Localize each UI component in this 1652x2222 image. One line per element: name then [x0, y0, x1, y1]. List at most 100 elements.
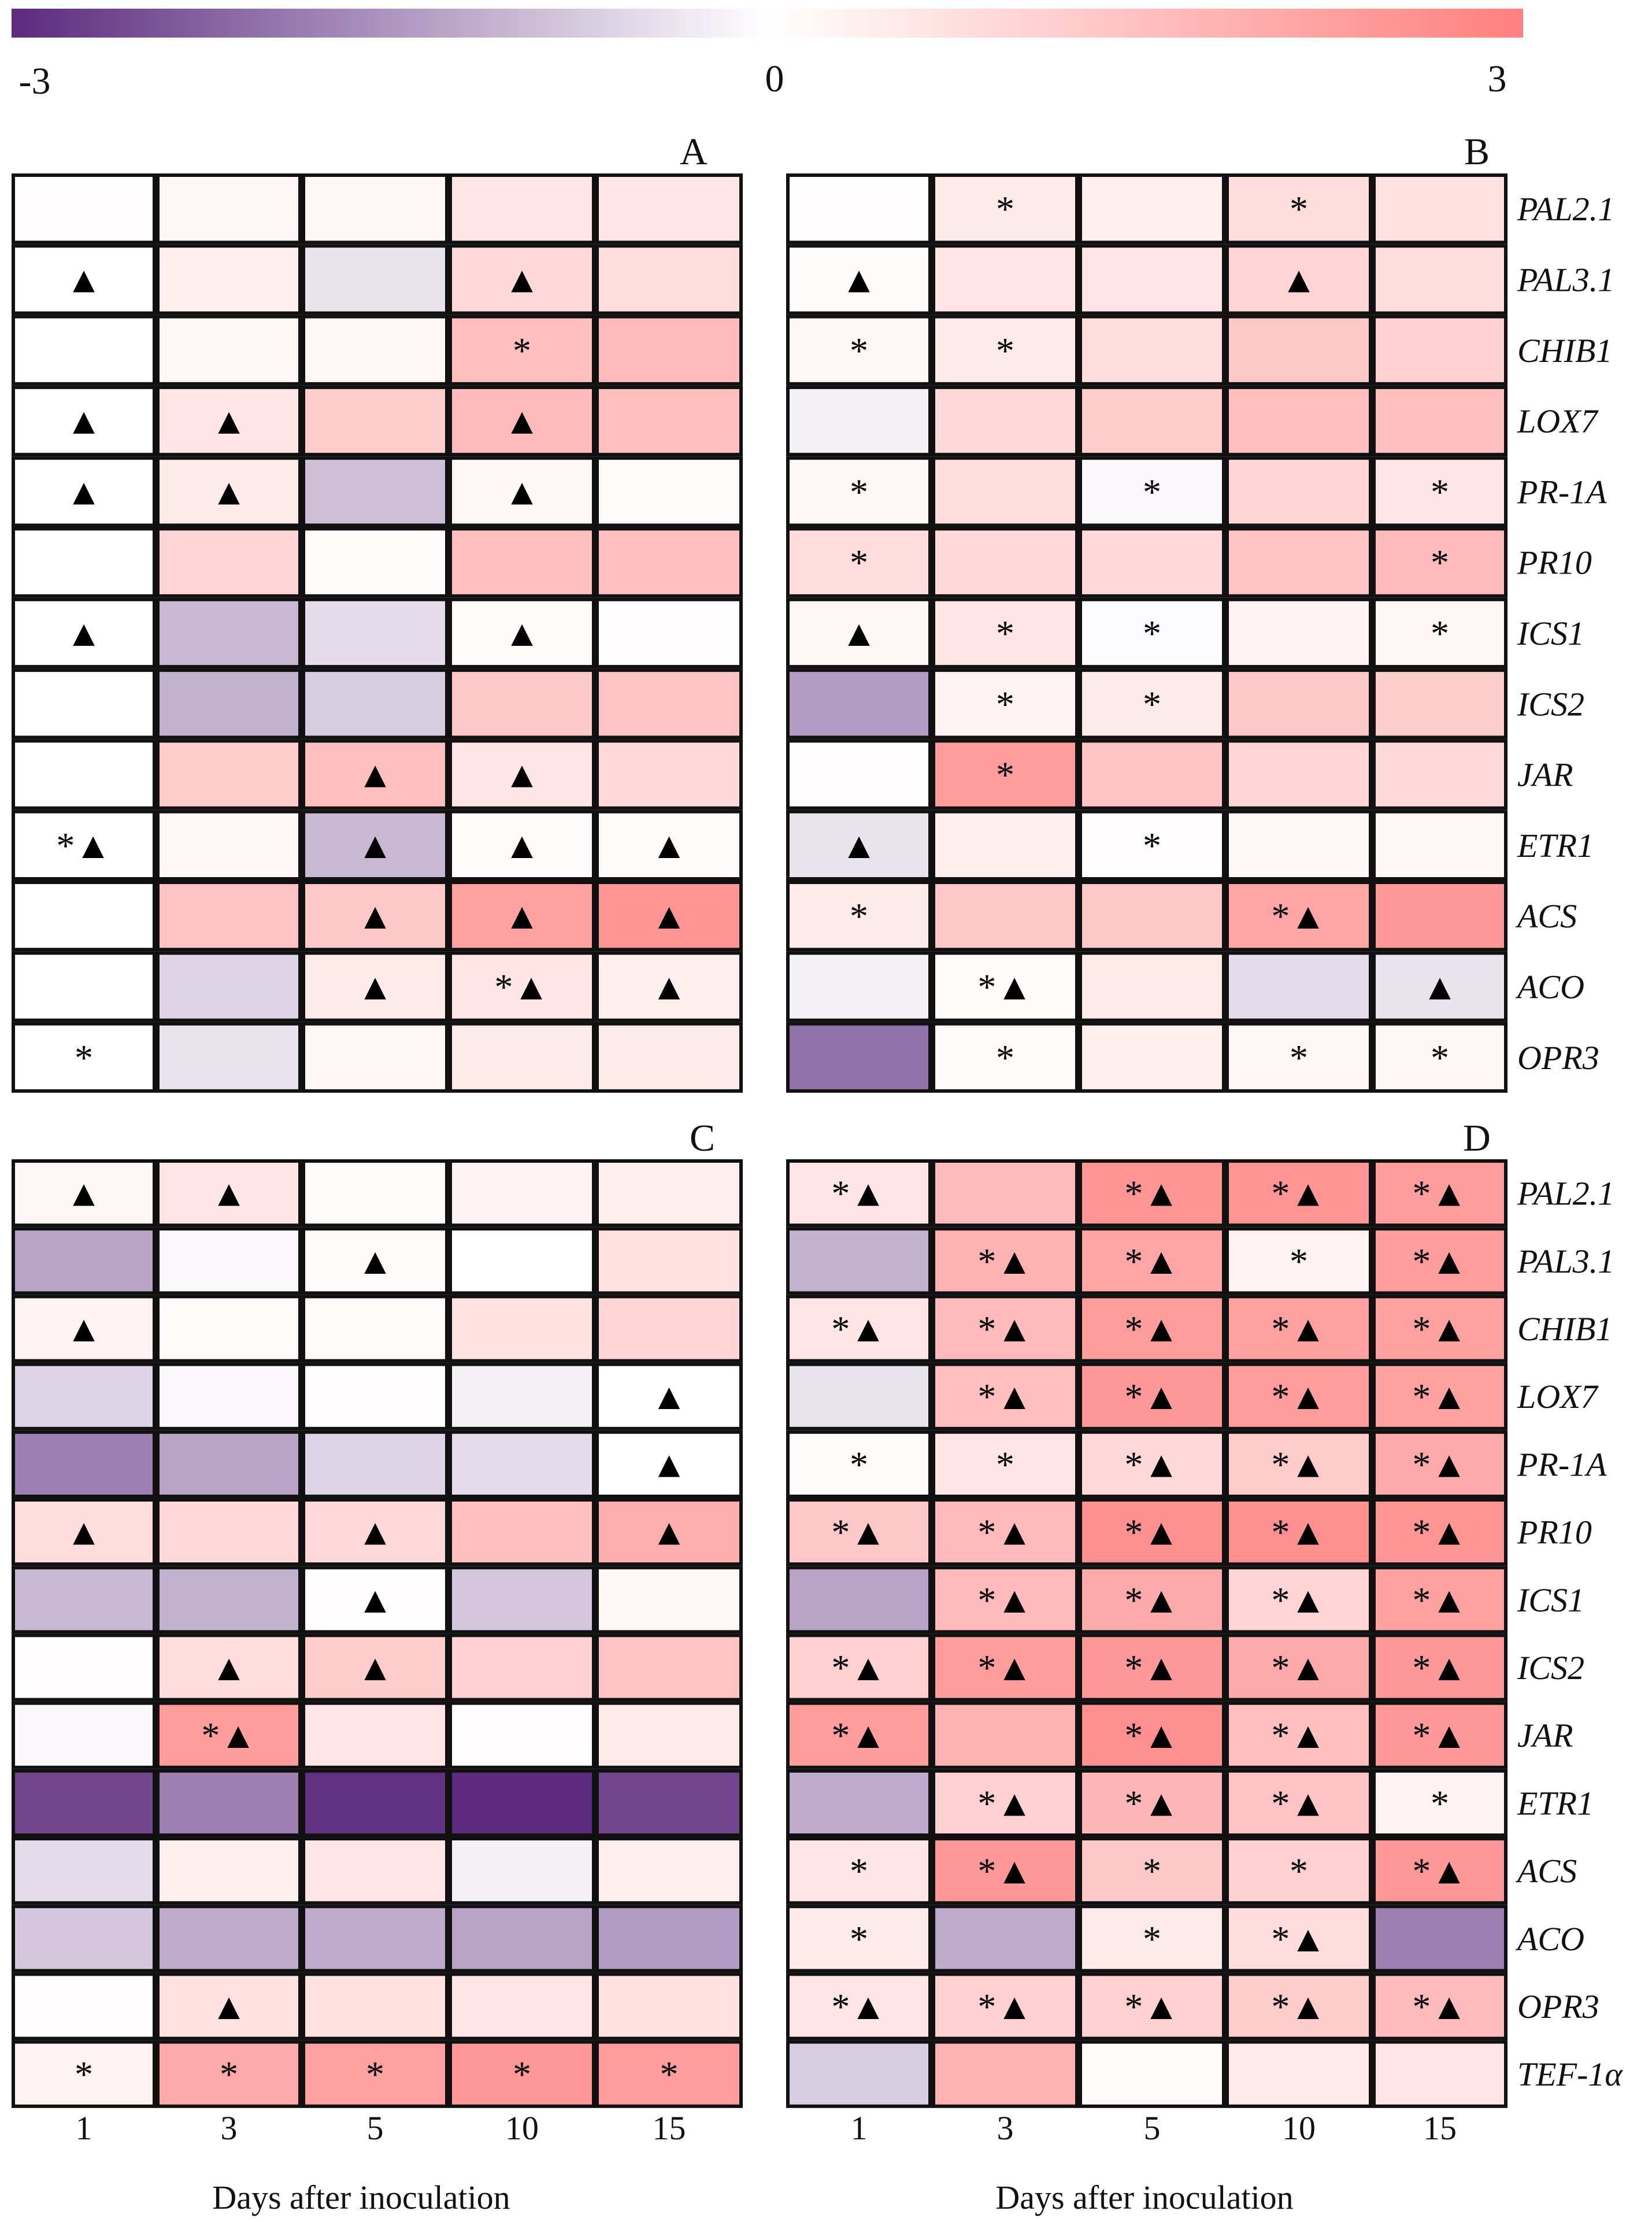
significance-mark: *▲: [977, 1986, 1032, 2027]
heatmap-cell: [932, 1837, 1079, 1905]
significance-mark: *▲: [494, 966, 549, 1007]
heatmap-cell: [1079, 1227, 1225, 1295]
heatmap-cell: [1079, 809, 1225, 881]
heatmap-cell: [1079, 2040, 1225, 2108]
heatmap-cell: [786, 527, 932, 598]
heatmap-cell: [12, 1566, 156, 1634]
significance-mark: *▲: [977, 1308, 1032, 1350]
heatmap-cell: [12, 385, 156, 457]
heatmap-cell: [595, 527, 743, 598]
heatmap-cell: [1225, 1159, 1372, 1228]
significance-mark: *: [996, 1037, 1014, 1078]
significance-mark: *: [1143, 1851, 1161, 1892]
heatmap-cell: [595, 1022, 743, 1093]
heatmap-cell: [449, 2040, 595, 2108]
heatmap-cell: [1225, 1022, 1372, 1093]
heatmap-cell: [302, 1362, 449, 1430]
significance-mark: *: [1290, 188, 1308, 230]
significance-mark: ▲: [503, 613, 540, 654]
heatmap-cell: [156, 1701, 302, 1769]
heatmap-cell: [1372, 1837, 1507, 1905]
heatmap-cell: [12, 173, 156, 245]
gene-label: ETR1: [1517, 827, 1594, 864]
heatmap-cell: [156, 1362, 302, 1430]
heatmap-cell: [595, 951, 743, 1022]
day-ticks-right: 1 3 5 10 15: [851, 2109, 1457, 2147]
significance-mark: *▲: [977, 1851, 1032, 1892]
heatmap-cell: [1225, 1972, 1372, 2040]
significance-mark: *: [1143, 825, 1161, 866]
heatmap-cell: [156, 1566, 302, 1634]
significance-mark: *: [75, 1037, 93, 1078]
heatmap-cell: [302, 244, 449, 315]
significance-mark: *: [1143, 683, 1161, 724]
gene-label: JAR: [1517, 1717, 1573, 1754]
significance-mark: *▲: [1124, 1241, 1179, 1282]
significance-mark: ▲: [357, 1241, 393, 1282]
heatmap-cell: [302, 1430, 449, 1499]
heatmap-cell: [595, 881, 743, 952]
heatmap-cell: [1372, 597, 1507, 669]
heatmap-cell: [932, 597, 1079, 669]
heatmap-cell: [156, 1022, 302, 1093]
heatmap-cell: [1372, 385, 1507, 457]
significance-mark: *▲: [1124, 1512, 1179, 1553]
significance-mark: *: [1290, 1241, 1308, 1282]
heatmap-cell: [595, 315, 743, 386]
heatmap-cell: [932, 951, 1079, 1022]
heatmap-cell: [12, 527, 156, 598]
heatmap-cell: [1372, 1227, 1507, 1295]
heatmap-cell: [12, 1972, 156, 2040]
heatmap-cell: [595, 1295, 743, 1363]
heatmap-cell: [595, 1498, 743, 1566]
significance-mark: ▲: [357, 966, 393, 1007]
significance-mark: *▲: [1412, 1647, 1467, 1688]
heatmap-cell: [449, 1769, 595, 1838]
heatmap-cell: [156, 1295, 302, 1363]
heatmap-cell: [1225, 1227, 1372, 1295]
significance-mark: ▲: [503, 896, 540, 937]
gene-labels-bottom: PAL2.1 PAL3.1 CHIB1 LOX7 PR-1A PR10 ICS1 ICS2 JA…: [1515, 1175, 1623, 2094]
heatmap-cell: [156, 315, 302, 386]
heatmap-cell: [12, 881, 156, 952]
significance-mark: *: [996, 613, 1014, 654]
heatmap-cell: [595, 1430, 743, 1499]
heatmap-cell: [932, 2040, 1079, 2108]
heatmap-cell: [12, 1701, 156, 1769]
gene-label: PAL2.1: [1517, 1175, 1614, 1212]
significance-mark: *: [850, 1444, 868, 1485]
heatmap-cell: [12, 244, 156, 315]
panel-label-d: D: [1463, 1117, 1491, 1159]
significance-mark: *▲: [831, 1512, 886, 1553]
heatmap-cell: [1225, 385, 1372, 457]
panel-b-grid: * *▲ ▲* ** * ** *▲ * * ** **▲ ** *▲*▲ ▲* * *: [786, 173, 1507, 1093]
x-axis-title-left: Days after inoculation: [212, 2179, 510, 2216]
heatmap-cell: [449, 315, 595, 386]
heatmap-cell: [932, 1498, 1079, 1566]
significance-mark: *▲: [831, 1308, 886, 1350]
heatmap-cell: [1225, 597, 1372, 669]
heatmap-cell: [1225, 1769, 1372, 1838]
significance-mark: *: [996, 683, 1014, 724]
heatmap-cell: [1079, 1972, 1225, 2040]
heatmap-cell: [449, 1159, 595, 1228]
significance-mark: *▲: [1271, 1647, 1326, 1688]
heatmap-cell: [12, 739, 156, 810]
heatmap-cell: [1372, 173, 1507, 245]
heatmap-cell: [302, 951, 449, 1022]
significance-mark: *: [850, 1918, 868, 1959]
heatmap-cell: [786, 2040, 932, 2108]
heatmap-cell: [449, 527, 595, 598]
heatmap-cell: [449, 244, 595, 315]
heatmap-cell: [595, 809, 743, 881]
significance-mark: ▲: [357, 896, 393, 937]
heatmap-cell: [595, 1905, 743, 1973]
heatmap-cell: [1225, 527, 1372, 598]
heatmap-cell: [786, 881, 932, 952]
heatmap-cell: [156, 597, 302, 669]
heatmap-cell: [302, 1972, 449, 2040]
significance-mark: *: [1431, 613, 1449, 654]
heatmap-cell: [1079, 1701, 1225, 1769]
heatmap-cell: [786, 1566, 932, 1634]
gene-label: LOX7: [1517, 402, 1599, 440]
